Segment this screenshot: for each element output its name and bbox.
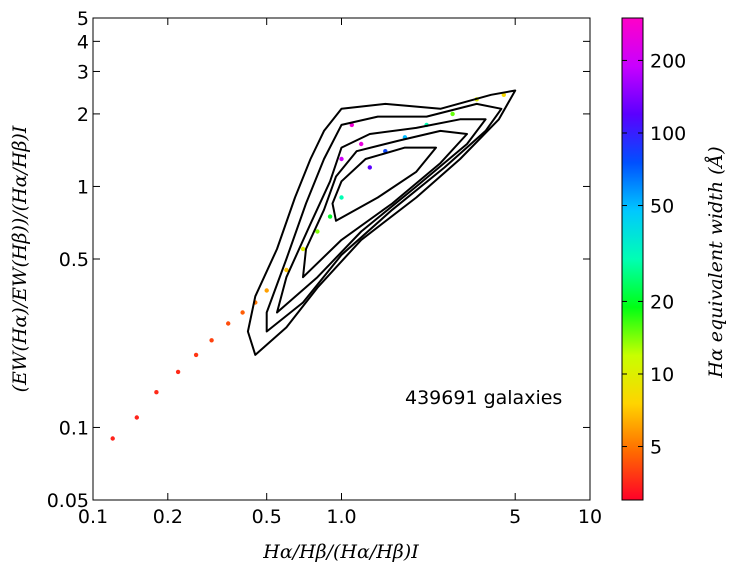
scatter-point [110,436,115,441]
scatter-point [300,246,306,252]
x-tick-label: 0.2 [153,506,183,528]
scatter-point [327,214,333,219]
contour-line [276,118,487,314]
scatter-point [154,390,159,395]
y-tick-label: 2 [77,104,89,126]
y-tick-label: 1 [77,176,89,198]
colorbar-gradient [621,17,644,501]
scatter-point [240,310,245,315]
colorbar-tick-label: 5 [650,437,662,459]
scatter-point [339,156,344,162]
colorbar-tick-label: 20 [650,291,674,313]
scatter-point [264,288,269,293]
scatter-point [193,352,199,358]
contour-line [246,89,517,356]
y-axis: 0.05 0.1 0.5 1 2 3 45 [47,8,590,512]
colorbar-tick-label: 10 [650,364,674,386]
scatter-point [175,369,181,375]
contour-line [331,146,437,222]
y-axis-label: (EW(Hα)/EW(Hβ))/(Hα/Hβ)I [9,125,31,392]
x-tick-label: 1.0 [326,506,356,528]
colorbar-label: Hα equivalent width (Å) [705,146,727,378]
y-tick-label: 0.1 [59,417,89,439]
scatter-point [284,267,289,273]
x-tick-label: 0.5 [252,506,282,528]
galaxy-count-annotation: 439691 galaxies [405,387,562,409]
scatter-point [134,415,139,420]
scatter-point [339,195,344,200]
scatter-point [359,141,364,147]
colorbar: 5 10 20 50 100 200 Hα equivalent width (Å) [621,17,727,501]
colorbar-ticks: 5 10 20 50 100 200 [622,50,686,459]
x-tick-label: 10 [578,506,602,528]
colorbar-tick-label: 50 [650,196,674,218]
scatter-point [209,338,214,343]
scatter-point [315,229,320,234]
y-tick-label: 4 [77,31,89,53]
density-contours [246,89,517,356]
contour-line [265,102,503,333]
x-axis: 0.1 0.2 0.5 1.0 5 10 [78,18,602,528]
scatter-point [367,165,372,170]
y-tick-label: 5 [77,8,89,30]
scatter-point [450,111,455,117]
colorbar-tick-label: 200 [650,50,686,72]
x-tick-label: 5 [509,506,521,528]
y-tick-label: 0.05 [47,490,89,512]
x-tick-label: 0.1 [78,506,108,528]
colorbar-tick-label: 100 [650,123,686,145]
scatter-point [226,321,231,326]
contour-line [302,129,468,279]
y-tick-label: 3 [77,61,89,83]
y-tick-label: 0.5 [59,249,89,271]
x-axis-label: Hα/Hβ/(Hα/Hβ)I [262,541,419,563]
